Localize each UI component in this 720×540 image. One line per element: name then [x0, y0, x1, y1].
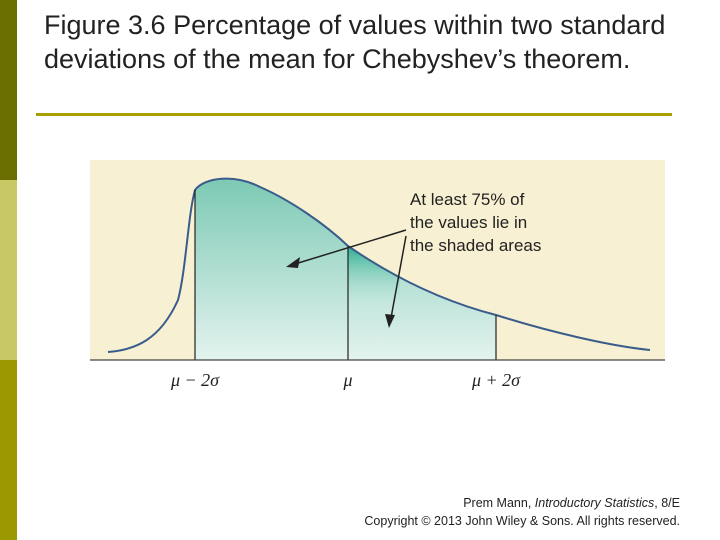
- copyright-credit: Prem Mann, Introductory Statistics, 8/E …: [364, 494, 680, 530]
- sidebar-block-middle: [0, 180, 17, 360]
- distribution-curve: [107, 177, 651, 353]
- tick-label-upper: μ + 2σ: [471, 370, 521, 390]
- slide-title: Figure 3.6 Percentage of values within t…: [44, 10, 666, 74]
- title-underline: [36, 113, 672, 116]
- arrow-down-head: [385, 314, 395, 328]
- arrow-down-shaft: [390, 235, 407, 319]
- sidebar-block-bottom: [0, 360, 17, 540]
- callout-line-3: the shaded areas: [410, 236, 541, 255]
- credit-author: Prem Mann,: [463, 496, 535, 510]
- credit-copyright: Copyright © 2013 John Wiley & Sons. All …: [364, 514, 680, 528]
- tick-label-mean: μ: [342, 370, 352, 390]
- shaded-area: [195, 178, 496, 360]
- distribution-diagram: At least 75% of the values lie in the sh…: [90, 160, 665, 390]
- tick-label-lower: μ − 2σ: [170, 370, 220, 390]
- arrow-left-head: [286, 257, 300, 268]
- chebyshev-figure: At least 75% of the values lie in the sh…: [90, 160, 665, 400]
- arrow-left-shaft: [294, 229, 407, 265]
- sidebar-decoration: [0, 0, 17, 540]
- sidebar-block-top: [0, 0, 17, 180]
- callout-line-2: the values lie in: [410, 213, 527, 232]
- shaded-area-center: [348, 246, 400, 320]
- credit-edition: , 8/E: [654, 496, 680, 510]
- credit-book: Introductory Statistics: [534, 496, 655, 510]
- credit-author-line: Prem Mann, Introductory Statistics, 8/E: [364, 494, 680, 512]
- callout-line-1: At least 75% of: [410, 190, 525, 209]
